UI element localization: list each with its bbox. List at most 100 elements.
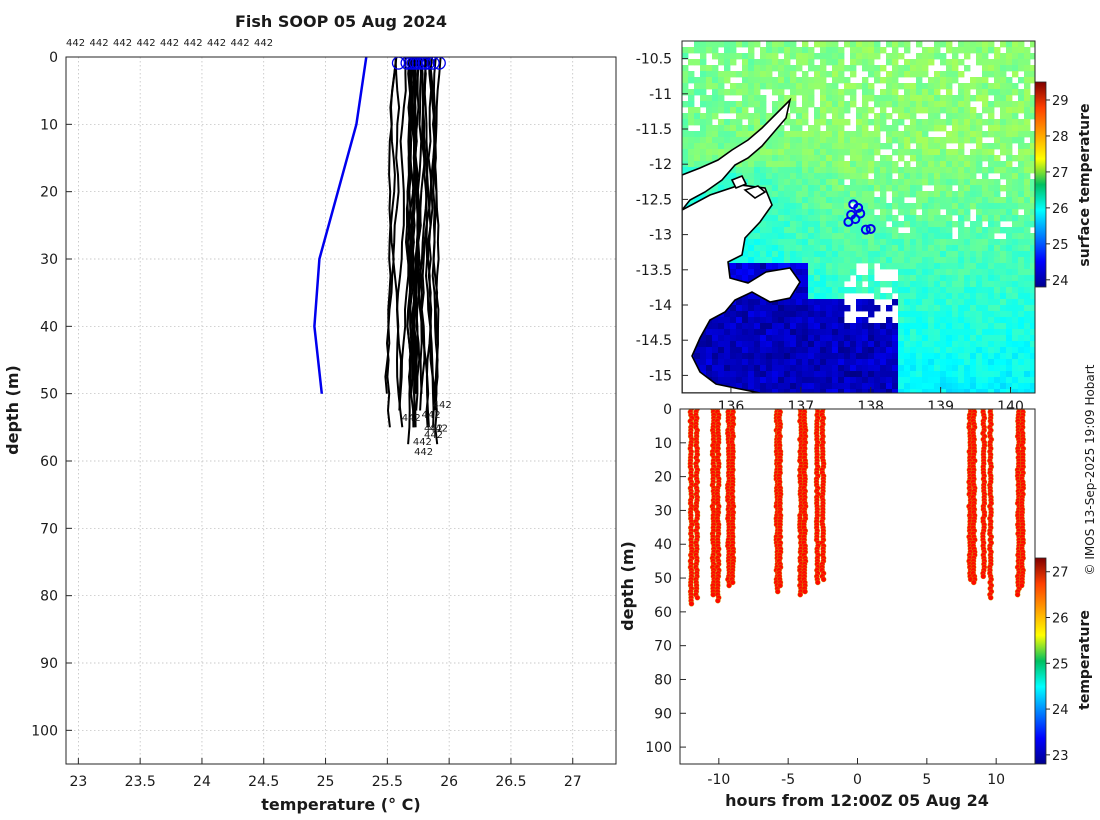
sst-cell xyxy=(952,347,959,354)
sst-cell xyxy=(820,299,827,306)
sst-cell xyxy=(1024,149,1031,156)
sst-cell xyxy=(838,317,845,324)
sst-cell xyxy=(724,359,731,366)
time-depth-x-tick-label: -10 xyxy=(707,772,730,788)
sst-cell xyxy=(802,131,809,138)
sst-cell xyxy=(886,305,893,312)
sst-cell xyxy=(988,323,995,330)
sst-cell xyxy=(874,257,881,264)
sst-cell xyxy=(784,161,791,168)
sst-cell xyxy=(706,77,713,84)
sst-cell xyxy=(778,173,785,180)
sst-cell xyxy=(850,131,857,138)
sst-cell xyxy=(826,131,833,138)
sst-cell xyxy=(844,371,851,378)
sst-cell xyxy=(886,125,893,132)
sst-cell xyxy=(850,83,857,90)
sst-cell xyxy=(886,59,893,66)
sst-cell xyxy=(838,191,845,198)
time-depth-point xyxy=(726,582,732,589)
sst-cell xyxy=(970,251,977,258)
sst-cell xyxy=(832,149,839,156)
sst-cell xyxy=(958,137,965,144)
sst-cell xyxy=(862,209,869,216)
sst-cell xyxy=(1030,179,1035,186)
sst-cell xyxy=(874,197,881,204)
sst-cell xyxy=(778,365,785,372)
sst-cell xyxy=(724,71,731,78)
sst-cell xyxy=(742,161,749,168)
sst-cell xyxy=(808,101,815,108)
sst-cell xyxy=(754,329,761,336)
sst-cell xyxy=(892,389,899,393)
sst-cell xyxy=(820,293,827,300)
sst-cell xyxy=(802,371,809,378)
sst-cell xyxy=(766,329,773,336)
sst-cell xyxy=(970,329,977,336)
sst-cell xyxy=(856,365,863,372)
sst-cell xyxy=(1000,263,1007,270)
sst-cell xyxy=(1000,125,1007,132)
sst-cell xyxy=(910,155,917,162)
sst-cell xyxy=(808,191,815,198)
sst-cell xyxy=(994,335,1001,342)
sst-cell xyxy=(814,239,821,246)
profile-y-tick-label: 60 xyxy=(40,454,58,470)
sst-cell xyxy=(832,311,839,318)
sst-cell xyxy=(952,317,959,324)
sst-cell xyxy=(874,293,881,300)
sst-cell xyxy=(952,179,959,186)
sst-cell xyxy=(862,365,869,372)
sst-cell xyxy=(988,233,995,240)
sst-cell xyxy=(844,83,851,90)
sst-cell xyxy=(808,233,815,240)
sst-cell xyxy=(982,83,989,90)
sst-cell xyxy=(682,167,689,174)
sst-cell xyxy=(826,293,833,300)
sst-cell xyxy=(934,299,941,306)
sst-cell xyxy=(1000,149,1007,156)
sst-cell xyxy=(826,125,833,132)
sst-cell xyxy=(952,287,959,294)
sst-cell xyxy=(796,257,803,264)
sst-cell xyxy=(694,143,701,150)
sst-cell xyxy=(898,221,905,228)
sst-cell xyxy=(868,365,875,372)
sst-cell xyxy=(886,263,893,270)
sst-cell xyxy=(994,143,1001,150)
sst-cell xyxy=(946,305,953,312)
sst-cell xyxy=(706,125,713,132)
sst-cell xyxy=(928,359,935,366)
sst-cell xyxy=(820,347,827,354)
sst-cell xyxy=(826,215,833,222)
sst-cell xyxy=(856,341,863,348)
sst-cell xyxy=(760,47,767,54)
sst-cell xyxy=(928,239,935,246)
sst-cell xyxy=(862,299,869,306)
sst-cell xyxy=(820,269,827,276)
sst-cell xyxy=(910,329,917,336)
time-depth-y-tick-label: 90 xyxy=(654,706,672,722)
sst-cell xyxy=(1018,323,1025,330)
sst-cell xyxy=(958,329,965,336)
sst-cell xyxy=(928,257,935,264)
sst-cell xyxy=(928,251,935,258)
sst-cell xyxy=(844,131,851,138)
sst-cell xyxy=(808,257,815,264)
sst-cell xyxy=(958,335,965,342)
sst-cell xyxy=(946,227,953,234)
sst-cell xyxy=(754,269,761,276)
sst-cell xyxy=(766,179,773,186)
sst-cell xyxy=(796,179,803,186)
sst-cell xyxy=(922,293,929,300)
sst-cell xyxy=(916,101,923,108)
sst-cell xyxy=(1000,209,1007,216)
sst-cell xyxy=(910,311,917,318)
sst-cell xyxy=(778,41,785,48)
sst-cell xyxy=(988,59,995,66)
sst-cell xyxy=(832,383,839,390)
sst-cell xyxy=(856,185,863,192)
sst-cell xyxy=(1006,113,1013,120)
sst-cell xyxy=(940,305,947,312)
sst-cell xyxy=(760,251,767,258)
